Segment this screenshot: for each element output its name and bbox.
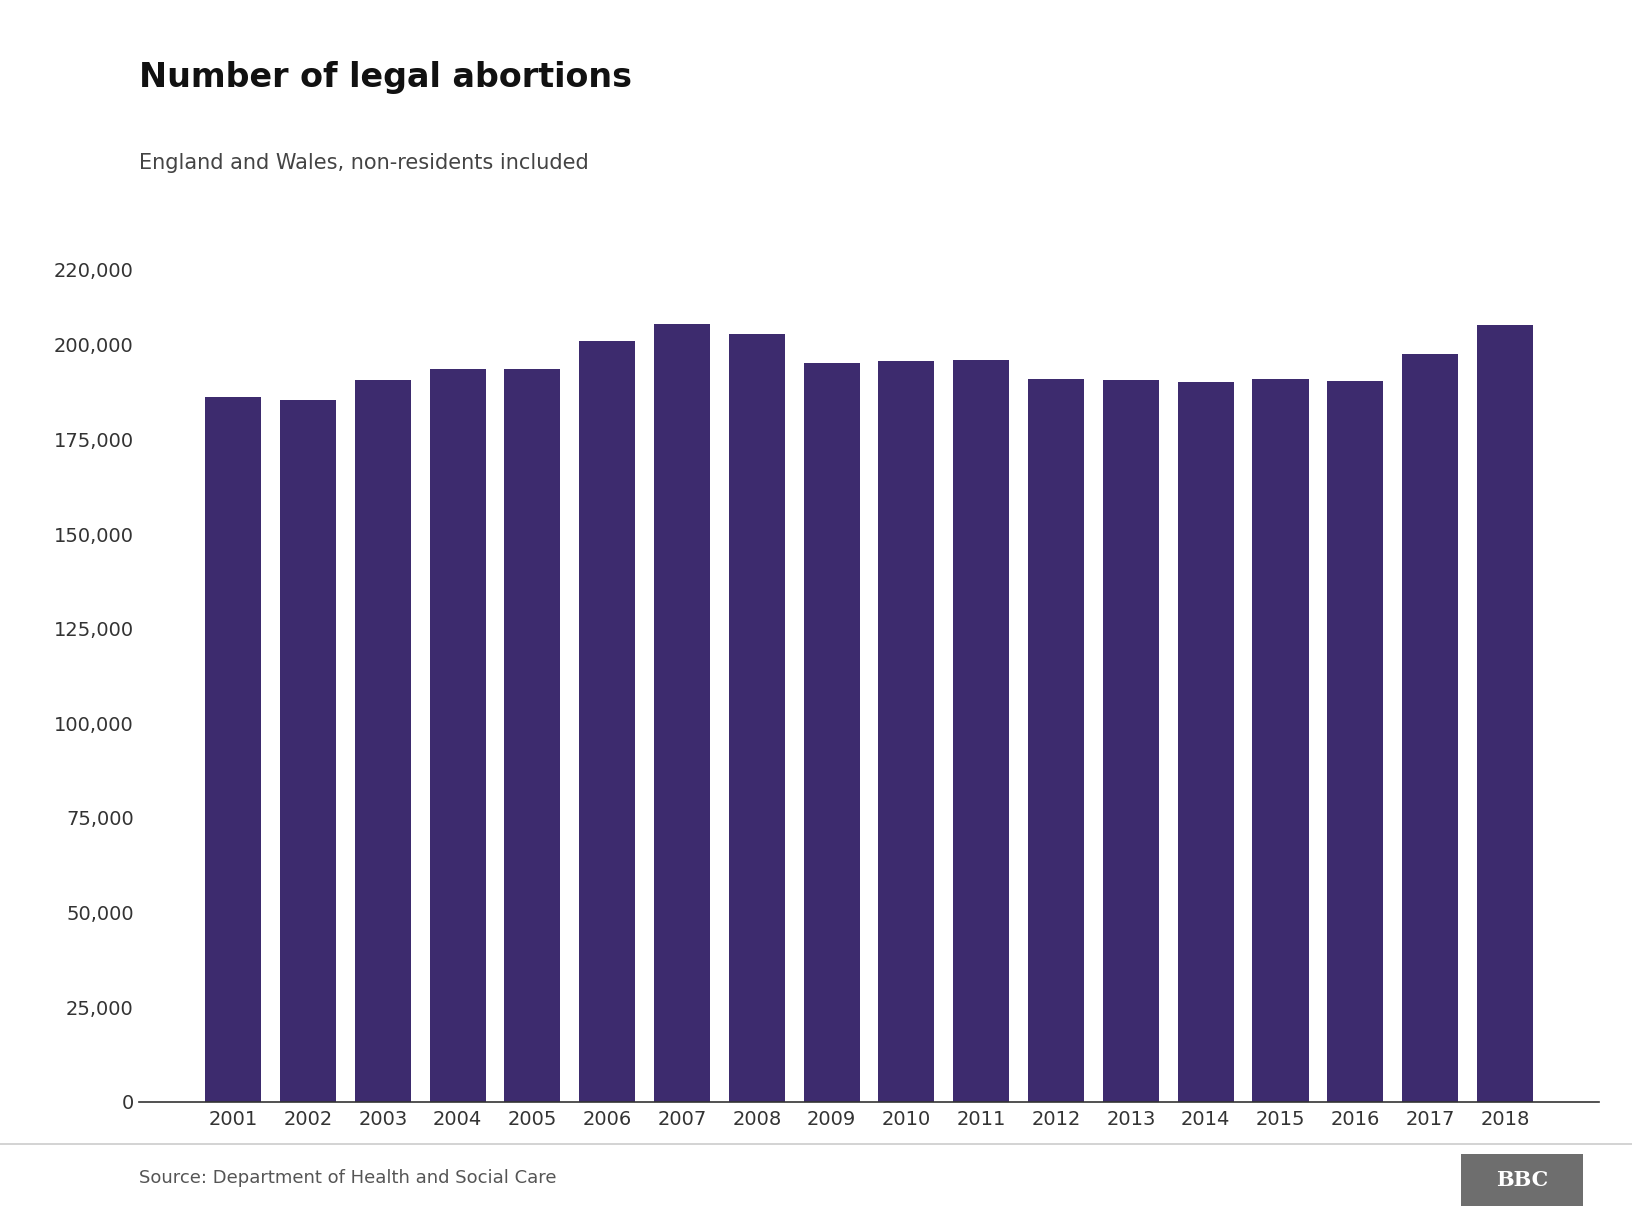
Bar (803, 362, 860, 1102)
Bar (354, 381, 411, 1102)
Bar (730, 334, 785, 1102)
Bar (281, 400, 336, 1102)
Bar (953, 360, 1009, 1102)
Bar (1327, 381, 1384, 1102)
Bar (206, 397, 261, 1102)
Bar (878, 361, 935, 1102)
Bar (1402, 354, 1457, 1102)
Bar (504, 368, 560, 1102)
Text: Number of legal abortions: Number of legal abortions (139, 61, 632, 94)
Bar (1028, 379, 1084, 1102)
Bar (1477, 324, 1532, 1102)
Text: England and Wales, non-residents included: England and Wales, non-residents include… (139, 153, 589, 173)
Bar (579, 340, 635, 1102)
Text: Source: Department of Health and Social Care: Source: Department of Health and Social … (139, 1169, 557, 1187)
Bar (1252, 379, 1309, 1102)
Text: BBC: BBC (1495, 1170, 1549, 1190)
Bar (1178, 382, 1234, 1102)
Bar (654, 324, 710, 1102)
Bar (429, 368, 486, 1102)
Bar (1103, 379, 1159, 1102)
